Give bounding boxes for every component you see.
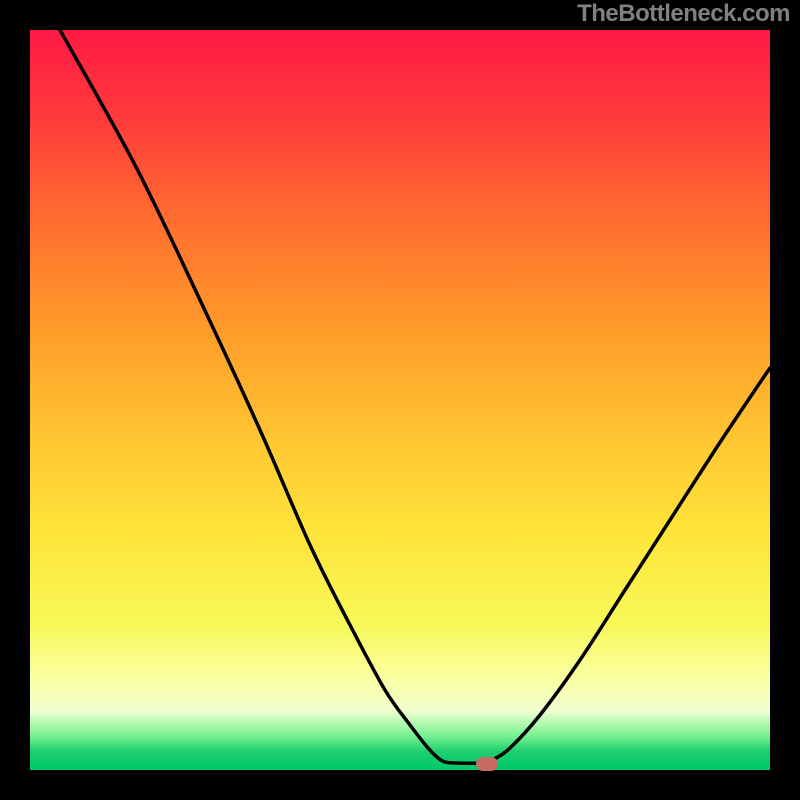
- optimal-point-marker: [476, 757, 498, 771]
- bottleneck-curve-layer: [0, 0, 800, 800]
- bottleneck-curve: [60, 30, 770, 763]
- watermark-label: TheBottleneck.com: [577, 0, 790, 28]
